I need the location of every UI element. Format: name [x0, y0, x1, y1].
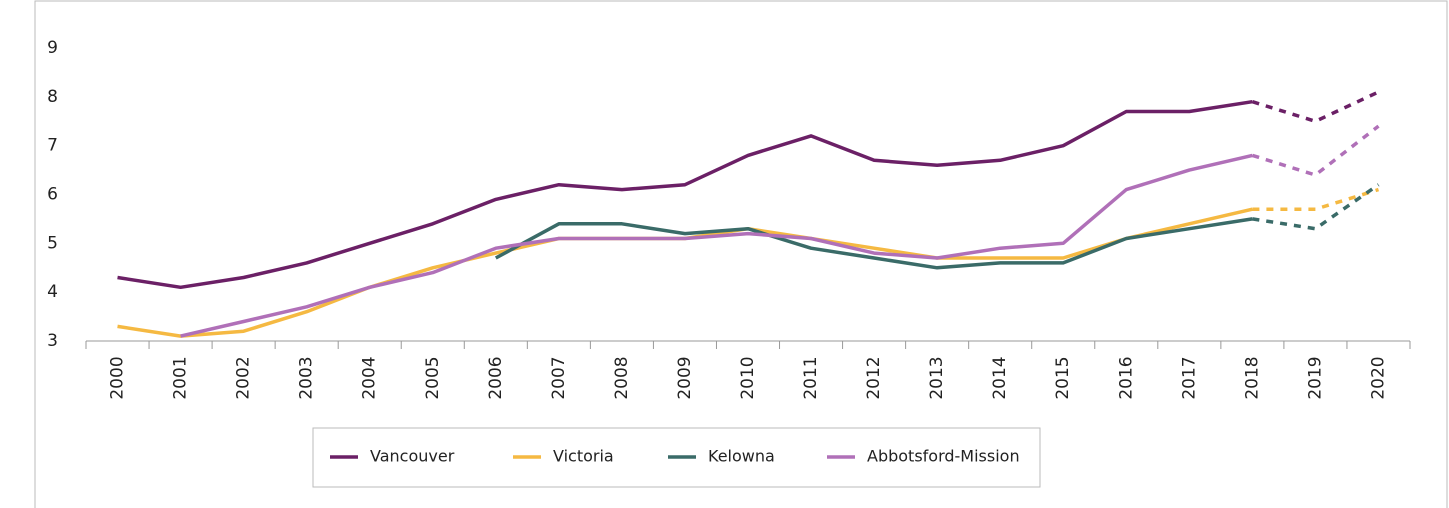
legend: Vancouver Victoria Kelowna Abbotsford-Missi…: [312, 427, 1041, 488]
x-tick-label: 2016: [1116, 356, 1136, 399]
projected-line: [1252, 183, 1380, 231]
line: [180, 153, 1253, 338]
x-tick-label: 2020: [1368, 356, 1388, 399]
line: [494, 217, 1253, 270]
x-tick-label: 2006: [486, 356, 506, 399]
legend-label: Kelowna: [708, 447, 775, 466]
x-tick-label: 2015: [1053, 356, 1073, 399]
x-tick-label: 2010: [738, 356, 758, 399]
x-tick-label: 2018: [1242, 356, 1262, 399]
projected-line: [1252, 187, 1380, 211]
x-tick-label: 2005: [423, 356, 443, 399]
y-tick-label: 5: [47, 233, 58, 253]
projected-line: [1251, 124, 1380, 177]
x-tick-label: 2019: [1305, 356, 1325, 399]
x-tick-label: 2001: [171, 356, 191, 399]
x-tick-label: 2013: [927, 356, 947, 399]
x-tick-label: 2007: [549, 356, 569, 399]
x-tick-label: 2011: [801, 356, 821, 399]
y-tick-label: 8: [47, 87, 58, 107]
x-tick-label: 2000: [108, 356, 128, 399]
y-tick-label: 4: [47, 282, 58, 302]
legend-label: Abbotsford-Mission: [867, 447, 1020, 466]
x-tick-label: 2004: [360, 356, 380, 399]
x-tick-label: 2008: [612, 356, 632, 399]
x-tick-label: 2012: [864, 356, 884, 399]
line: [117, 99, 1253, 290]
y-tick-label: 7: [47, 136, 58, 156]
y-tick-label: 9: [47, 38, 58, 58]
x-tick-label: 2009: [675, 356, 695, 399]
projected-line: [1251, 90, 1380, 124]
chart-frame: [34, 0, 1448, 508]
y-tick-label: 6: [47, 185, 58, 205]
x-tick-label: 2003: [297, 356, 317, 399]
x-tick-label: 2017: [1179, 356, 1199, 399]
y-tick-label: 3: [47, 331, 58, 351]
x-tick-label: 2002: [234, 356, 254, 399]
x-tick-label: 2014: [990, 356, 1010, 399]
legend-label: Vancouver: [370, 447, 455, 466]
legend-label: Victoria: [553, 447, 614, 466]
